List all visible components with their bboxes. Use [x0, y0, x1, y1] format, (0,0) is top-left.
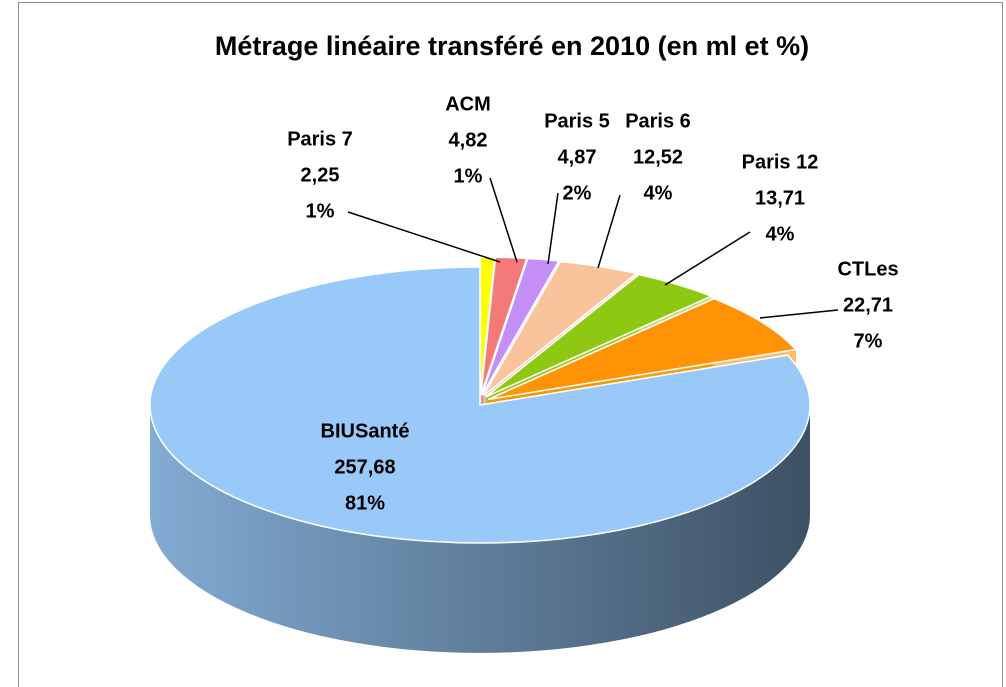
slice-top — [485, 273, 714, 398]
leader-line — [597, 194, 621, 269]
chart-title: Métrage linéaire transféré en 2010 (en m… — [215, 31, 809, 61]
label-name: CTLes — [837, 258, 898, 280]
label-name: Paris 5 — [544, 110, 610, 132]
label-value: 4,82 — [449, 129, 488, 151]
label-percent: 2% — [563, 182, 592, 204]
slice-top — [480, 256, 528, 396]
leader-line — [347, 211, 501, 263]
label-value: 12,52 — [633, 146, 683, 168]
label-percent: 4% — [644, 182, 673, 204]
label-name: Paris 6 — [625, 110, 691, 132]
leader-line — [547, 192, 559, 265]
pie-tops — [149, 256, 811, 544]
label-percent: 1% — [454, 165, 483, 187]
label-name: Paris 7 — [287, 128, 353, 150]
label-percent: 7% — [854, 330, 883, 352]
label-value: 2,25 — [301, 164, 340, 186]
slice-top — [487, 297, 798, 401]
label-value: 4,87 — [558, 146, 597, 168]
label-name: ACM — [445, 93, 491, 115]
slice-top — [482, 260, 639, 397]
label-name: Paris 12 — [742, 151, 819, 173]
slice-side-shade — [150, 405, 810, 653]
leader-line — [759, 309, 839, 319]
label-percent: 81% — [345, 492, 385, 514]
slice-top — [481, 257, 561, 396]
label-value: 22,71 — [843, 294, 893, 316]
leader-line — [489, 177, 518, 263]
label-name: BIUSanté — [321, 420, 410, 442]
leader-line — [664, 231, 751, 286]
data-labels: Paris 7 2,25 1% ACM 4,82 1% Paris 5 4,87 2% Paris… — [287, 93, 898, 514]
slice-top — [149, 266, 811, 544]
label-percent: 4% — [766, 223, 795, 245]
label-value: 257,68 — [334, 456, 395, 478]
label-percent: 1% — [306, 200, 335, 222]
label-value: 13,71 — [755, 187, 805, 209]
